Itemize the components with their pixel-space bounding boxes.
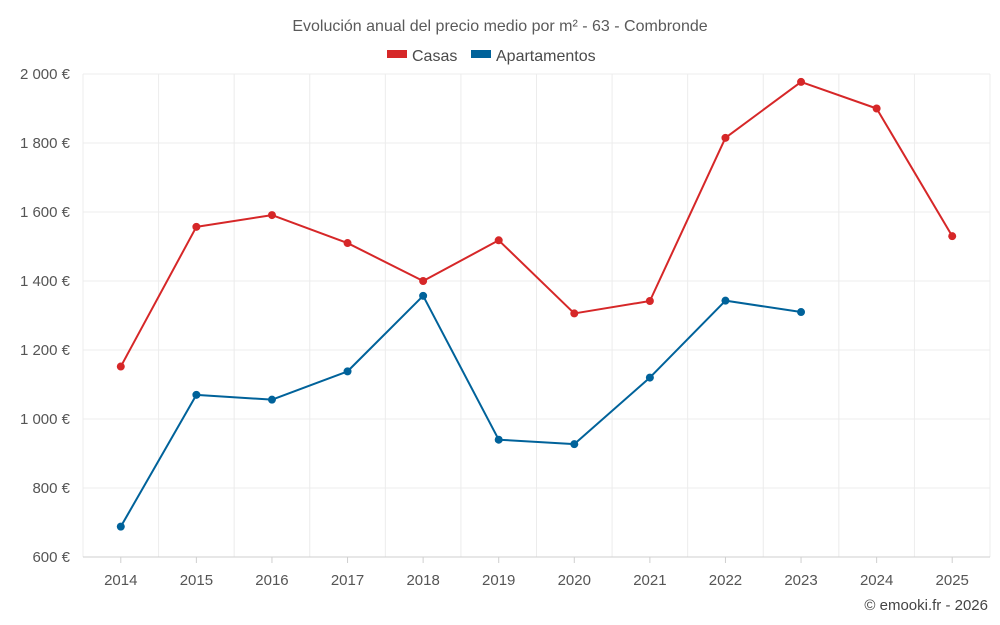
data-point-casas[interactable] [267,211,276,220]
credit-text: © emooki.fr - 2026 [864,597,988,614]
x-tick-label: 2020 [558,572,591,589]
data-point-casas[interactable] [721,133,730,142]
x-tick-label: 2024 [860,572,893,589]
data-point-casas[interactable] [948,232,957,241]
y-tick-label: 1 400 € [20,273,71,290]
x-tick-label: 2021 [633,572,666,589]
x-tick-label: 2015 [180,572,213,589]
data-point-casas[interactable] [872,104,881,113]
data-point-apartamentos[interactable] [116,522,125,531]
x-tick-label: 2022 [709,572,742,589]
y-tick-label: 1 600 € [20,204,71,221]
legend-label-apartamentos[interactable]: Apartamentos [496,48,596,65]
data-point-casas[interactable] [192,222,201,231]
data-point-casas[interactable] [494,236,503,245]
data-point-casas[interactable] [116,362,125,371]
x-tick-label: 2023 [784,572,817,589]
legend-swatch-apartamentos [471,50,491,58]
data-point-apartamentos[interactable] [494,435,503,444]
series [116,77,957,531]
y-tick-label: 1 000 € [20,411,71,428]
x-tick-label: 2018 [406,572,439,589]
data-point-apartamentos[interactable] [343,367,352,376]
data-point-apartamentos[interactable] [797,308,806,317]
data-point-apartamentos[interactable] [267,395,276,404]
data-point-casas[interactable] [645,297,654,306]
x-axis-ticks: 2014 2015 2016 2017 2018 2019 2020 2021 2022 2023… [104,557,969,589]
x-tick-label: 2016 [255,572,288,589]
data-point-apartamentos[interactable] [570,440,579,449]
legend-label-casas[interactable]: Casas [412,48,457,65]
y-tick-label: 800 € [32,480,70,497]
legend-swatch-casas [387,50,407,58]
y-tick-label: 600 € [32,549,70,566]
y-tick-label: 2 000 € [20,66,71,83]
y-tick-label: 1 200 € [20,342,71,359]
series-line-apartamentos [119,294,802,528]
x-tick-label: 2014 [104,572,137,589]
data-point-casas[interactable] [797,77,806,86]
legend: Casas Apartamentos [387,48,596,65]
x-tick-label: 2017 [331,572,364,589]
data-point-apartamentos[interactable] [192,390,201,399]
y-tick-label: 1 800 € [20,135,71,152]
x-tick-label: 2025 [936,572,969,589]
x-tick-label: 2019 [482,572,515,589]
data-point-casas[interactable] [419,277,428,285]
data-point-apartamentos[interactable] [419,291,428,300]
data-point-casas[interactable] [343,239,352,248]
data-point-casas[interactable] [570,309,579,318]
y-axis-ticks: 600 € 800 € 1 000 € 1 200 € 1 400 € 1 600 € 1 … [20,66,71,566]
series-line-casas [119,80,954,368]
grid [82,73,991,558]
chart-title: Evolución anual del precio medio por m² … [292,18,707,35]
data-point-apartamentos[interactable] [721,296,730,305]
data-point-apartamentos[interactable] [645,373,654,382]
